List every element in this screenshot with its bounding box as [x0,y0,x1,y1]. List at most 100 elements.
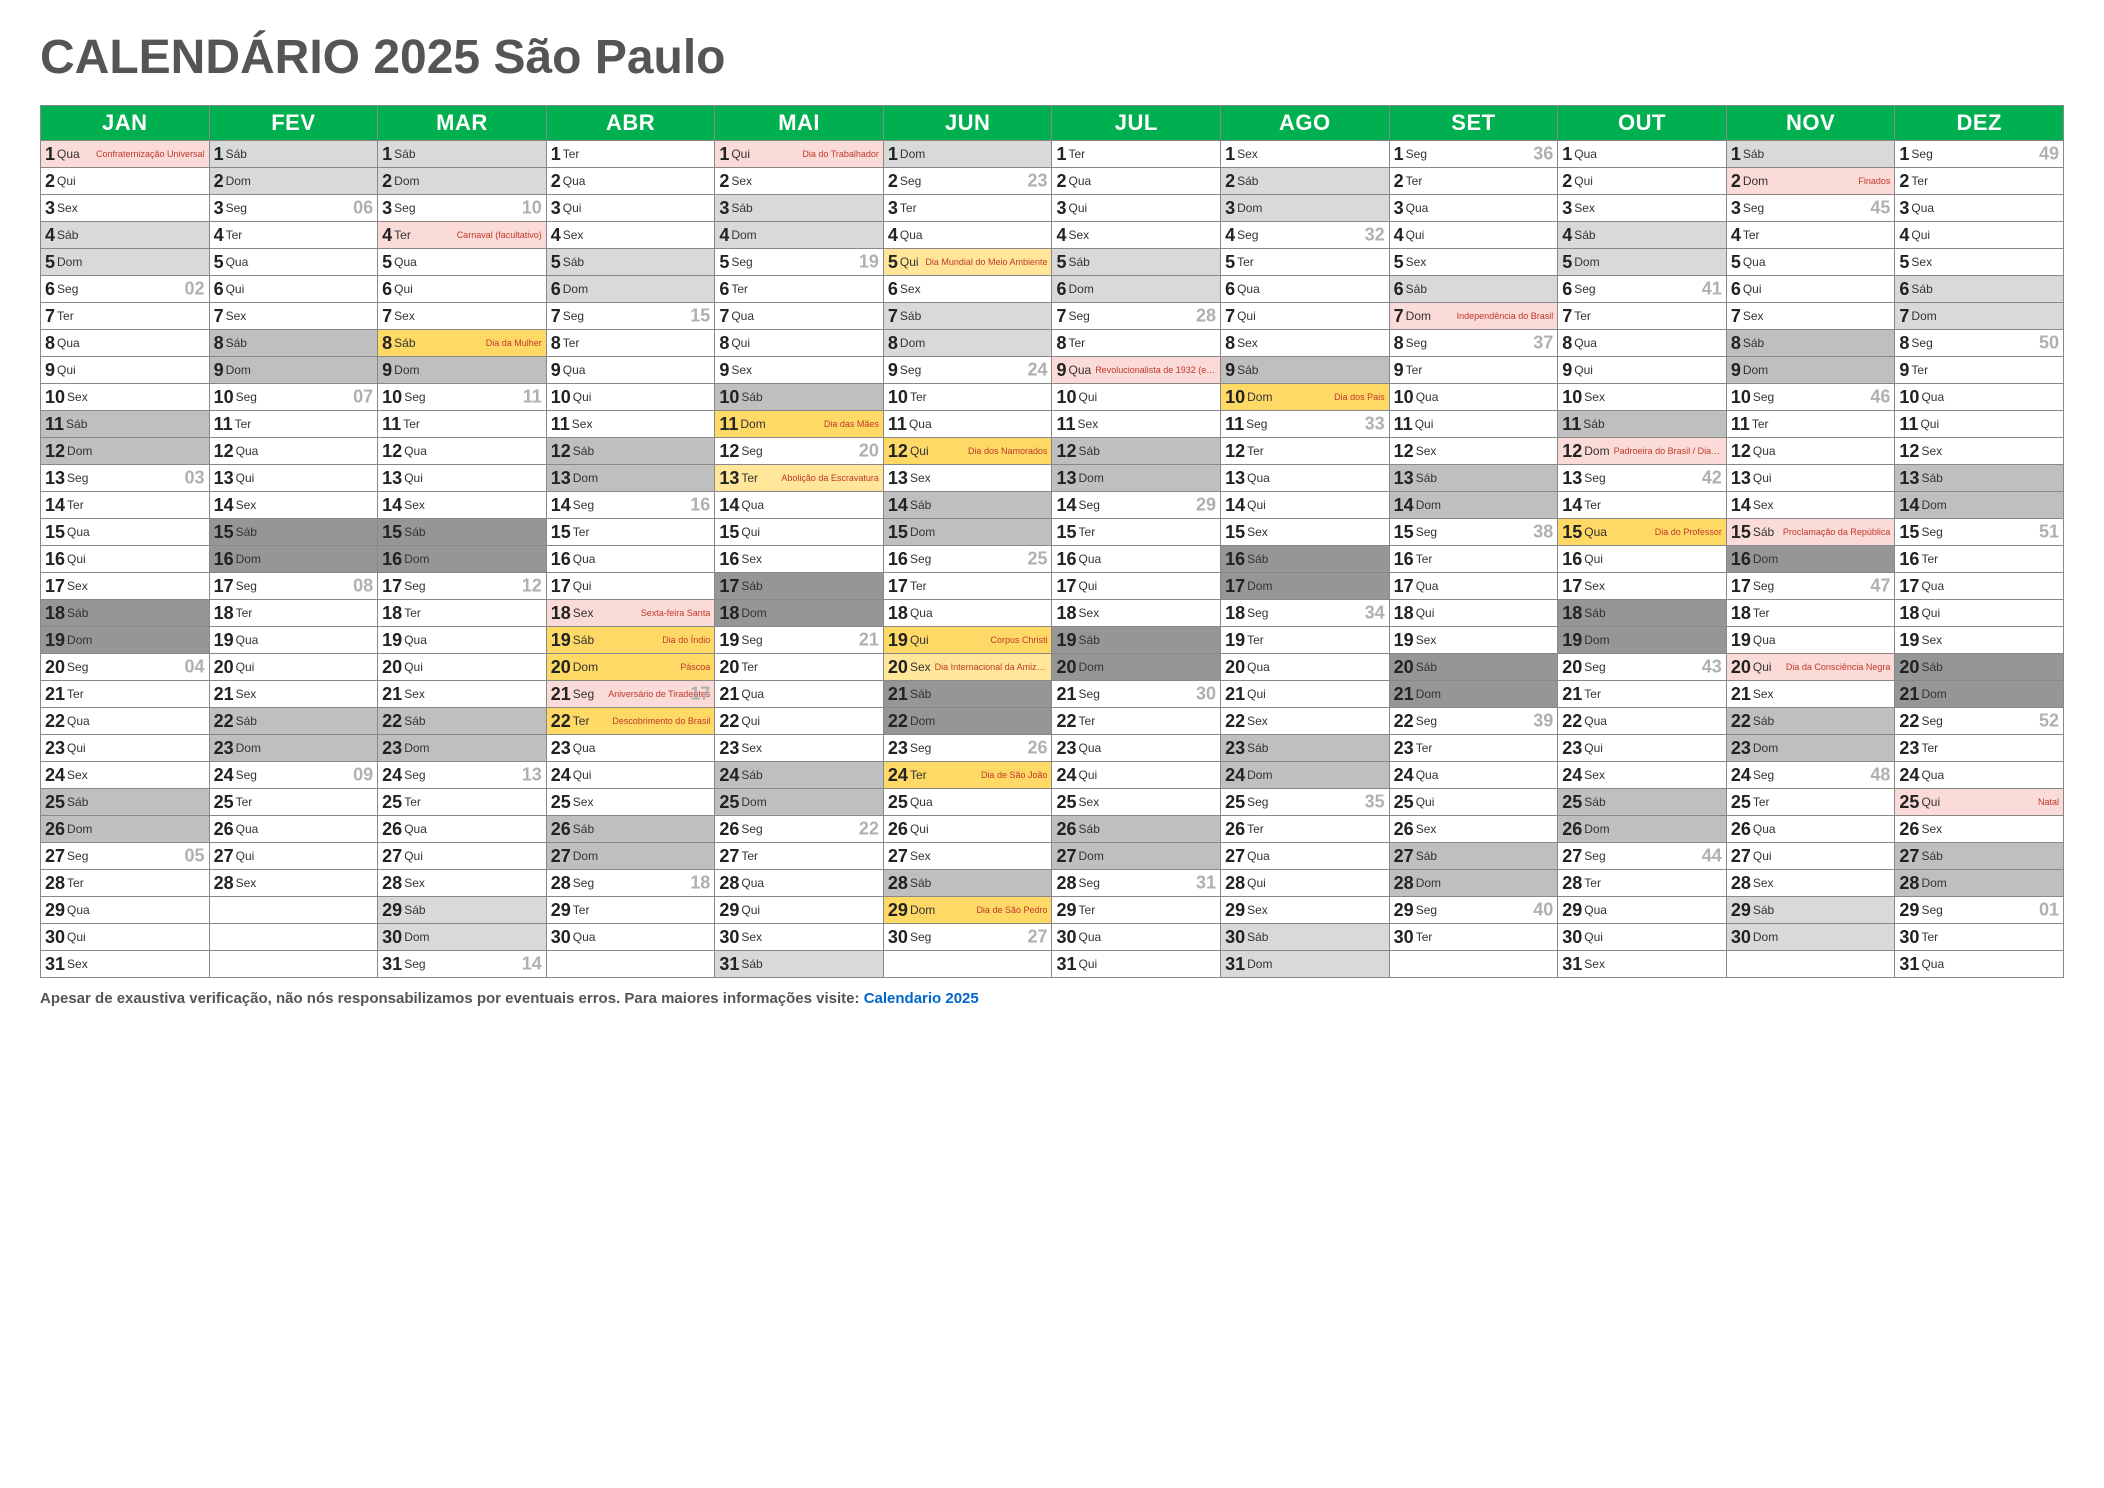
day-number: 25 [719,792,739,813]
day-cell: 20DomPáscoa [547,654,716,681]
day-number: 4 [1731,225,1741,246]
day-number: 8 [1731,333,1741,354]
day-cell: 14Sex [378,492,547,519]
day-number: 26 [1731,819,1751,840]
day-of-week: Seg [1079,876,1100,890]
day-cell: 6Ter [715,276,884,303]
day-number: 14 [1731,495,1751,516]
day-number: 7 [1056,306,1066,327]
day-cell: 5Sáb [547,249,716,276]
day-cell: 14Seg29 [1052,492,1221,519]
day-of-week: Ter [1406,363,1423,377]
day-cell: 19Dom [41,627,210,654]
day-of-week: Qua [1416,579,1439,593]
day-of-week: Seg [394,201,415,215]
day-cell: 13Seg03 [41,465,210,492]
day-cell: 3Ter [884,195,1053,222]
month-header: DEZ [1895,106,2064,141]
day-cell: 31Sex [41,951,210,978]
footer-text: Apesar de exaustiva verificação, não nós… [40,990,864,1007]
day-cell: 23Dom [378,735,547,762]
day-number: 5 [719,252,729,273]
month-header: OUT [1558,106,1727,141]
day-of-week: Sex [910,849,931,863]
day-number: 4 [1056,225,1066,246]
day-cell: 23Dom [1727,735,1896,762]
day-number: 8 [1562,333,1572,354]
day-cell: 24Sex [41,762,210,789]
day-of-week: Qua [1069,174,1092,188]
day-cell: 17Dom [1221,573,1390,600]
week-number: 40 [1533,900,1553,921]
day-of-week: Sáb [910,498,931,512]
day-of-week: Sex [404,498,425,512]
day-cell: 30Ter [1895,924,2064,951]
day-number: 18 [1731,603,1751,624]
day-cell: 7Ter [1558,303,1727,330]
day-number: 19 [551,630,571,651]
day-number: 9 [888,360,898,381]
day-of-week: Seg [1584,849,1605,863]
day-number: 4 [1394,225,1404,246]
day-number: 14 [1562,495,1582,516]
day-number: 29 [719,900,739,921]
day-cell: 6Sáb [1895,276,2064,303]
day-of-week: Dom [573,849,598,863]
day-of-week: Seg [1921,903,1942,917]
day-of-week: Qua [1921,957,1944,971]
day-cell: 20Qui [378,654,547,681]
day-of-week: Sex [404,876,425,890]
day-cell: 5Ter [1221,249,1390,276]
day-cell: 16Qua [1052,546,1221,573]
month-header: NOV [1727,106,1896,141]
day-number: 4 [214,225,224,246]
day-cell: 19Sex [1390,627,1559,654]
day-number: 13 [1056,468,1076,489]
day-of-week: Ter [57,309,74,323]
footer-link[interactable]: Calendario 2025 [864,990,979,1007]
day-of-week: Ter [741,471,758,485]
day-number: 1 [1394,144,1404,165]
day-of-week: Sex [1753,876,1774,890]
day-cell: 2Sáb [1221,168,1390,195]
day-number: 1 [551,144,561,165]
day-of-week: Sex [573,606,594,620]
day-cell: 13Sáb [1895,465,2064,492]
day-number: 10 [888,387,908,408]
day-number: 10 [1899,387,1919,408]
day-of-week: Sex [67,957,88,971]
day-of-week: Qua [741,498,764,512]
day-number: 6 [719,279,729,300]
day-number: 12 [1731,441,1751,462]
day-cell: 17Ter [884,573,1053,600]
day-cell: 16Sex [715,546,884,573]
day-cell: 3Qui [1052,195,1221,222]
day-cell: 21Qua [715,681,884,708]
day-number: 10 [1394,387,1414,408]
day-cell: 13Qui [210,465,379,492]
day-number: 28 [1731,873,1751,894]
day-cell: 11Ter [210,411,379,438]
day-cell: 14Dom [1895,492,2064,519]
day-number: 21 [1056,684,1076,705]
day-cell: 5Qua [1727,249,1896,276]
day-number: 25 [1731,792,1751,813]
day-number: 5 [45,252,55,273]
day-of-week: Sáb [1237,363,1258,377]
day-of-week: Seg [1921,714,1942,728]
day-cell: 20Qua [1221,654,1390,681]
day-number: 28 [1056,873,1076,894]
day-of-week: Seg [573,498,594,512]
day-cell: 3Sex [1558,195,1727,222]
day-of-week: Qui [731,336,750,350]
week-number: 28 [1196,306,1216,327]
day-cell: 17Qua [1390,573,1559,600]
week-number: 18 [690,873,710,894]
day-of-week: Sex [57,201,78,215]
day-of-week: Sex [1079,795,1100,809]
day-of-week: Qua [900,228,923,242]
day-cell: 23Seg26 [884,735,1053,762]
day-of-week: Dom [740,417,765,431]
day-cell: 22Sáb [1727,708,1896,735]
day-number: 30 [551,927,571,948]
